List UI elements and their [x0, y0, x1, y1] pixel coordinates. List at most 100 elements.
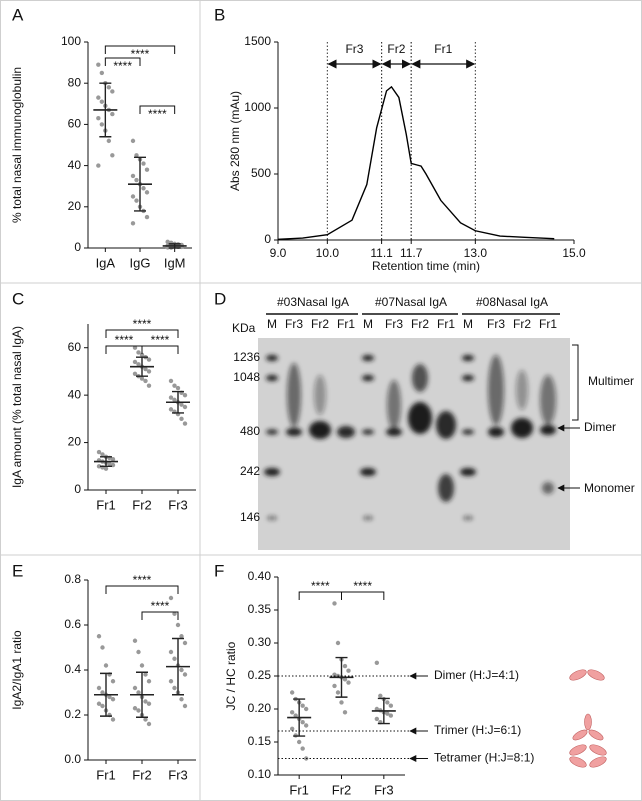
data-point — [107, 694, 112, 700]
significance-label: **** — [133, 317, 152, 331]
data-point — [289, 710, 295, 715]
sd-bar — [293, 698, 306, 737]
significance-label: **** — [311, 579, 330, 593]
data-point — [103, 466, 109, 471]
sd-bar — [136, 671, 148, 718]
data-point — [96, 62, 101, 67]
x-tick-label: 13.0 — [464, 246, 488, 260]
data-point — [168, 407, 174, 412]
data-point — [139, 663, 145, 668]
data-point — [296, 739, 302, 745]
data-point — [96, 464, 102, 469]
data-point — [136, 362, 141, 367]
data-point — [385, 711, 390, 716]
y-tick-label: 0.10 — [248, 767, 272, 781]
data-point — [143, 672, 148, 677]
molecule-icons — [569, 669, 607, 768]
significance-bracket — [105, 329, 179, 338]
y-axis-label: IgA amount (% total nasal IgA) — [10, 326, 24, 488]
data-point — [141, 186, 146, 191]
sd-bar — [172, 390, 184, 414]
reference-label: Tetramer (H:J=8:1) — [434, 751, 534, 765]
lane-label: Fr3 — [385, 317, 403, 331]
data-point — [332, 672, 337, 677]
data-point — [103, 663, 109, 668]
lane-label: Fr2 — [513, 317, 531, 331]
y-axis-label: Abs 280 nm (mAu) — [228, 91, 242, 191]
data-point — [335, 690, 341, 695]
data-point — [132, 345, 138, 350]
significance-bracket — [104, 45, 176, 54]
data-point — [172, 383, 177, 388]
data-point — [289, 726, 295, 731]
significance-bracket — [104, 57, 141, 66]
lane-label: Fr3 — [285, 317, 303, 331]
y-tick-label: 20 — [68, 435, 82, 449]
x-tick-label: 15.0 — [562, 246, 586, 260]
significance-label: **** — [133, 573, 152, 587]
marker-label: 1236 — [233, 350, 260, 364]
data-point — [179, 667, 184, 673]
significance-label: **** — [353, 579, 372, 593]
y-axis-label: % total nasal immunoglobulin — [10, 67, 24, 223]
x-tick-label: 11.1 — [370, 246, 393, 260]
data-point — [96, 449, 102, 455]
data-point — [130, 173, 136, 179]
sample-label: #07Nasal IgA — [375, 295, 447, 309]
y-tick-label: 1500 — [244, 34, 271, 48]
y-axis-label: JC / HC ratio — [224, 641, 238, 710]
x-tick-label: 11.7 — [400, 246, 423, 260]
y-axis-label: IgA2/IgA1 ratio — [10, 630, 24, 710]
x-tick-label: 10.0 — [316, 246, 340, 260]
band-label: Monomer — [584, 481, 635, 495]
data-point — [141, 161, 146, 166]
data-point — [168, 395, 174, 400]
chromatogram-line — [277, 85, 555, 241]
data-point — [182, 703, 188, 709]
data-point — [172, 685, 177, 691]
data-point — [99, 70, 105, 76]
data-point — [172, 397, 177, 403]
data-point — [136, 350, 141, 355]
significance-bracket — [139, 105, 176, 114]
data-point — [96, 116, 101, 121]
x-tick-label: IgA — [96, 255, 116, 270]
data-point — [132, 359, 138, 365]
data-point — [99, 122, 105, 127]
data-point — [100, 452, 105, 457]
data-point — [100, 703, 105, 709]
marker-label: 242 — [240, 464, 260, 478]
data-point — [332, 601, 337, 606]
reference-label: Trimer (H:J=6:1) — [434, 723, 521, 737]
data-point — [143, 366, 148, 372]
y-tick-label: 80 — [68, 75, 82, 89]
data-point — [110, 697, 116, 702]
x-tick-label: Fr3 — [168, 497, 188, 512]
data-point — [132, 706, 138, 711]
y-tick-label: 0 — [74, 482, 81, 496]
gel-unit: KDa — [232, 321, 256, 335]
data-point — [132, 685, 138, 691]
y-tick-label: 500 — [251, 166, 271, 180]
data-point — [143, 378, 148, 384]
data-point — [175, 385, 181, 391]
data-point — [107, 461, 112, 467]
data-point — [339, 700, 344, 705]
data-point — [346, 668, 351, 673]
x-tick-label: IgM — [164, 255, 186, 270]
data-point — [168, 378, 174, 384]
y-tick-label: 40 — [68, 387, 82, 401]
y-tick-label: 20 — [68, 199, 82, 213]
data-point — [182, 672, 188, 677]
lane-label: Fr1 — [337, 317, 355, 331]
panel-letter: D — [214, 289, 226, 308]
x-tick-label: Fr1 — [96, 767, 116, 782]
data-point — [143, 699, 148, 704]
data-point — [144, 214, 150, 220]
marker-label: 146 — [240, 510, 260, 524]
data-point — [134, 153, 139, 158]
lane-label: M — [463, 317, 473, 331]
data-point — [332, 683, 337, 689]
fraction-label: Fr1 — [434, 42, 452, 56]
sd-bar — [100, 456, 112, 467]
